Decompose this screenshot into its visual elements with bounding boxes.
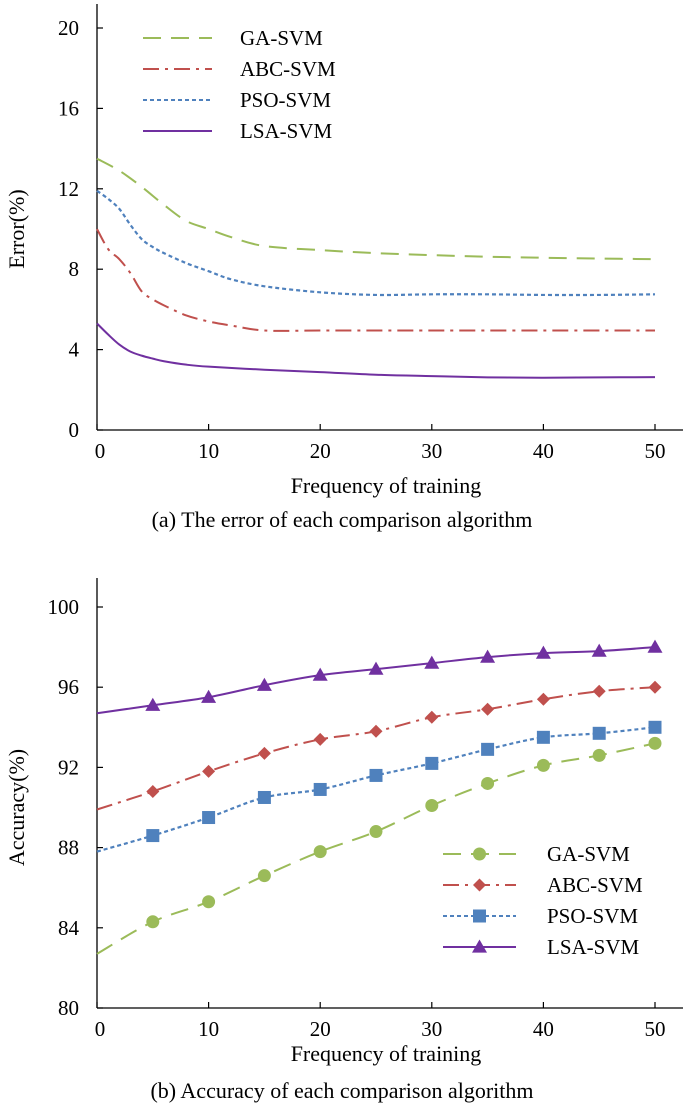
data-point-abc-svm bbox=[257, 746, 271, 760]
y-tick-label: 92 bbox=[58, 755, 79, 779]
legend-label: GA-SVM bbox=[547, 842, 630, 866]
x-axis-title: Frequency of training bbox=[291, 1041, 482, 1066]
series-line-abc-svm bbox=[96, 686, 656, 811]
y-tick-label: 12 bbox=[58, 177, 79, 201]
data-point-pso-svm bbox=[146, 829, 160, 843]
data-point-ga-svm bbox=[648, 736, 662, 750]
legend-marker-ga-svm bbox=[473, 847, 486, 861]
legend-marker-lsa-svm bbox=[472, 939, 487, 953]
x-tick-label: 20 bbox=[310, 1017, 331, 1041]
data-point-lsa-svm bbox=[424, 655, 440, 669]
y-tick-label: 84 bbox=[58, 916, 80, 940]
x-axis-title: Frequency of training bbox=[291, 473, 482, 498]
y-tick-label: 8 bbox=[69, 257, 80, 281]
data-point-abc-svm bbox=[202, 764, 216, 778]
data-point-pso-svm bbox=[369, 768, 383, 782]
chart-caption: (a) The error of each comparison algorit… bbox=[152, 507, 533, 532]
data-point-ga-svm bbox=[536, 758, 550, 772]
x-tick-label: 40 bbox=[533, 439, 554, 463]
data-point-pso-svm bbox=[425, 756, 439, 770]
series-line-pso-svm bbox=[96, 189, 656, 297]
legend-marker-pso-svm bbox=[473, 909, 486, 923]
y-tick-label: 16 bbox=[58, 96, 79, 120]
data-point-ga-svm bbox=[481, 776, 495, 790]
legend-label: ABC-SVM bbox=[240, 57, 336, 81]
data-point-lsa-svm bbox=[368, 661, 384, 675]
legend-label: PSO-SVM bbox=[547, 904, 638, 928]
x-tick-label: 10 bbox=[198, 1017, 219, 1041]
series-line-ga-svm bbox=[96, 742, 656, 955]
data-point-abc-svm bbox=[592, 684, 606, 698]
x-tick-label: 30 bbox=[421, 439, 442, 463]
series-line-ga-svm bbox=[96, 157, 656, 261]
data-point-pso-svm bbox=[592, 726, 606, 740]
x-tick-label: 50 bbox=[645, 1017, 666, 1041]
data-point-lsa-svm bbox=[480, 649, 496, 663]
x-tick-label: 20 bbox=[310, 439, 331, 463]
data-point-ga-svm bbox=[202, 895, 216, 909]
y-tick-label: 80 bbox=[58, 996, 79, 1020]
data-point-lsa-svm bbox=[145, 697, 161, 711]
data-point-pso-svm bbox=[257, 790, 271, 804]
data-point-pso-svm bbox=[536, 730, 550, 744]
x-tick-label: 40 bbox=[533, 1017, 554, 1041]
data-point-ga-svm bbox=[313, 845, 327, 859]
data-point-ga-svm bbox=[425, 798, 439, 812]
data-point-abc-svm bbox=[146, 784, 160, 798]
data-point-pso-svm bbox=[481, 742, 495, 756]
data-point-lsa-svm bbox=[256, 677, 272, 691]
chart-a-error: 0 10 20 30 40 50 0 4 8 12 16 20 Frequency of trainin… bbox=[4, 4, 683, 532]
data-point-abc-svm bbox=[425, 710, 439, 724]
series-line-lsa-svm bbox=[96, 322, 656, 379]
data-point-abc-svm bbox=[536, 692, 550, 706]
data-point-abc-svm bbox=[481, 702, 495, 716]
legend-label: ABC-SVM bbox=[547, 873, 643, 897]
series-line-lsa-svm bbox=[96, 646, 656, 715]
y-tick-label: 88 bbox=[58, 836, 79, 860]
chart-caption: (b) Accuracy of each comparison algorith… bbox=[150, 1078, 533, 1103]
legend-label: LSA-SVM bbox=[547, 935, 640, 959]
data-point-lsa-svm bbox=[535, 645, 551, 659]
data-point-lsa-svm bbox=[591, 643, 607, 657]
data-point-lsa-svm bbox=[647, 639, 663, 653]
data-point-lsa-svm bbox=[312, 667, 328, 681]
series-line-abc-svm bbox=[96, 228, 655, 332]
x-tick-label: 30 bbox=[421, 1017, 442, 1041]
data-point-ga-svm bbox=[257, 869, 271, 883]
legend-label: LSA-SVM bbox=[240, 119, 333, 143]
data-point-ga-svm bbox=[146, 915, 160, 929]
y-tick-label: 20 bbox=[58, 16, 79, 40]
x-tick-label: 0 bbox=[95, 1017, 106, 1041]
data-point-pso-svm bbox=[202, 811, 216, 825]
y-axis-title: Accuracy(%) bbox=[4, 749, 29, 866]
y-axis-title: Error(%) bbox=[4, 189, 29, 268]
data-point-abc-svm bbox=[648, 680, 662, 694]
x-tick-label: 0 bbox=[95, 439, 106, 463]
data-point-pso-svm bbox=[648, 720, 662, 734]
legend-marker-abc-svm bbox=[473, 878, 486, 892]
data-point-abc-svm bbox=[313, 732, 327, 746]
legend-label: GA-SVM bbox=[240, 26, 323, 50]
y-tick-label: 96 bbox=[58, 675, 79, 699]
data-point-abc-svm bbox=[369, 724, 383, 738]
x-tick-label: 50 bbox=[645, 439, 666, 463]
legend-label: PSO-SVM bbox=[240, 88, 331, 112]
data-point-ga-svm bbox=[592, 748, 606, 762]
chart-b-accuracy: 0 10 20 30 40 50 80 84 88 92 96 100 Frequency of tra… bbox=[4, 578, 683, 1103]
data-point-pso-svm bbox=[313, 782, 327, 796]
data-point-ga-svm bbox=[369, 825, 383, 839]
y-tick-label: 0 bbox=[69, 418, 80, 442]
y-tick-label: 100 bbox=[48, 595, 80, 619]
y-tick-label: 4 bbox=[69, 338, 80, 362]
data-point-lsa-svm bbox=[201, 689, 217, 703]
x-tick-label: 10 bbox=[198, 439, 219, 463]
